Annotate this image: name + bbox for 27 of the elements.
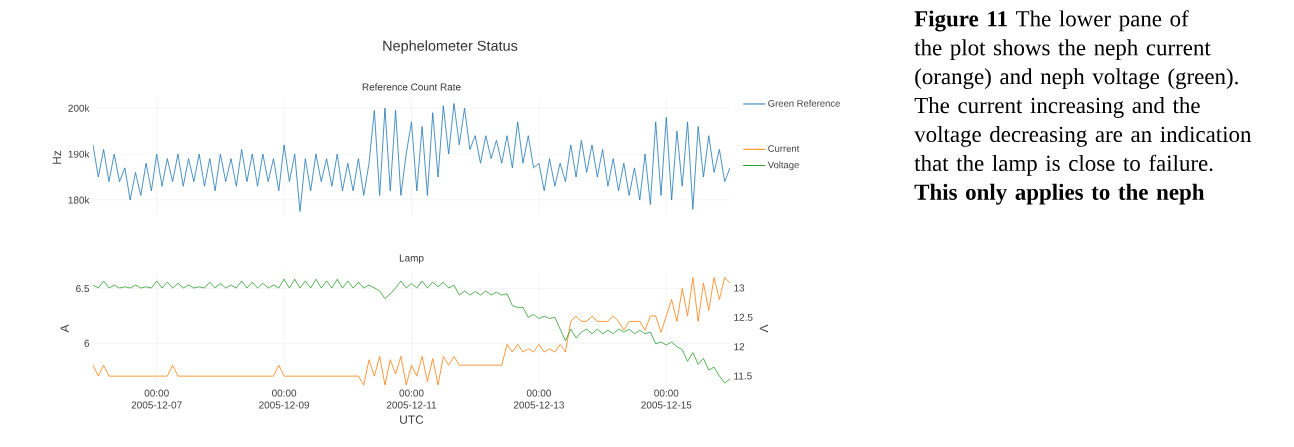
y-tick-label: 180k xyxy=(68,196,90,204)
y-axis-title: Hz xyxy=(52,150,62,164)
y-tick-label: 6.5 xyxy=(76,285,90,293)
text: Figure 11 The lower pane of the plot shows the neph current (orange) and neph voltage (green). The current increasing and the voltage decreasing are an indication that the lamp is close to failure. xyxy=(914,10,1252,176)
line-series xyxy=(93,103,731,212)
chart-subtitle: Reference Count Rate xyxy=(362,83,461,91)
y-tick-label: 6 xyxy=(84,339,90,347)
x-tick-label: 00:00 2005-12-11 xyxy=(386,389,437,409)
y2-tick-label: 11.5 xyxy=(734,372,752,380)
y2-tick-label: 12 xyxy=(734,343,745,351)
x-tick-label: 00:00 2005-12-09 xyxy=(259,389,310,409)
text: This only applies to the neph xyxy=(914,183,1205,205)
y-axis-title: A xyxy=(60,324,69,333)
y2-axis-title: V xyxy=(759,324,768,333)
legend-label: Green Reference xyxy=(768,99,840,107)
legend-label: Voltage xyxy=(767,161,799,171)
x-axis-title: UTC xyxy=(400,415,424,424)
x-tick-label: 00:00 2005-12-15 xyxy=(641,389,692,409)
x-tick-label: 00:00 2005-12-07 xyxy=(131,389,182,409)
y2-tick-label: 13 xyxy=(734,284,745,292)
y2-tick-label: 12.5 xyxy=(734,313,753,321)
y-tick-label: 190k xyxy=(68,150,90,158)
legend-label: Current xyxy=(768,145,800,152)
chart-title: Lamp xyxy=(399,254,424,264)
y-tick-label: 200k xyxy=(68,104,90,112)
chart-title: Nephelometer Status xyxy=(383,40,518,54)
x-tick-label: 00:00 2005-12-13 xyxy=(513,389,564,409)
